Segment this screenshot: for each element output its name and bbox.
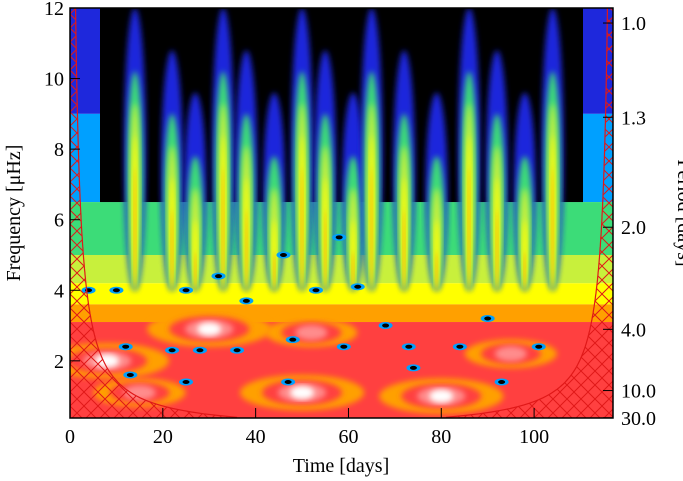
period-tick-label: 1.0 [621, 13, 646, 35]
cone-of-influence [70, 8, 613, 418]
power-band [70, 283, 613, 305]
power-finger [245, 209, 248, 291]
y-tick-label: 4 [54, 280, 64, 302]
plot-frame [69, 7, 614, 419]
local-minimum-core [405, 344, 413, 349]
local-minimum-core [279, 252, 287, 257]
power-hotspot [429, 389, 454, 403]
power-hotspot [197, 322, 222, 336]
power-finger [351, 251, 355, 291]
coi-right-edge [445, 8, 608, 418]
y-tick-label: 10 [44, 69, 64, 91]
y-tick-label: 2 [54, 351, 64, 373]
x-axis-ticks: 0 20 40 60 80 100 [65, 8, 549, 448]
local-minimum-core [284, 380, 292, 385]
period-tick-label: 1.3 [621, 107, 646, 129]
local-minimum-core [340, 344, 348, 349]
y-axis-ticks: 2 4 6 8 10 12 [44, 0, 80, 373]
local-minimum-core [289, 337, 297, 342]
y-tick-label: 12 [44, 0, 64, 20]
power-finger [523, 251, 527, 291]
period-tick-label: 30.0 [621, 408, 656, 430]
power-finger [495, 209, 499, 291]
x-tick-label: 40 [246, 426, 266, 448]
local-minimum-core [168, 348, 176, 353]
plot-area [70, 8, 613, 418]
local-minimum-core [122, 344, 130, 349]
period-axis-label: Period [days] [673, 159, 683, 266]
power-hotspot [290, 385, 315, 400]
heatmap-contours [123, 8, 564, 291]
local-minimum-core [382, 323, 390, 328]
y-tick-label: 8 [54, 139, 64, 161]
power-hotspot [494, 346, 527, 362]
power-finger [324, 209, 327, 291]
local-minimum-core [126, 372, 134, 377]
coi-right-hatch [445, 8, 613, 418]
x-tick-label: 60 [338, 426, 358, 448]
local-minimum-core [233, 348, 241, 353]
power-finger [300, 166, 304, 291]
x-tick-label: 0 [65, 426, 75, 448]
power-finger [170, 209, 174, 291]
local-minimum-core [409, 365, 417, 370]
x-axis-label: Time [days] [293, 455, 389, 477]
local-minimum-core [484, 316, 492, 321]
power-hotspot [295, 325, 328, 341]
power-band [70, 304, 613, 323]
x-tick-label: 80 [431, 426, 451, 448]
local-minimum-core [498, 380, 506, 385]
local-minimum-core [182, 288, 190, 293]
y-axis-label: Frequency [μHz] [3, 145, 25, 282]
period-axis-ticks: 1.0 1.3 2.0 4.0 10.0 30.0 [603, 13, 656, 430]
local-minimum-core [535, 344, 543, 349]
power-finger [551, 166, 554, 291]
power-finger [221, 166, 225, 291]
local-minimum-core [312, 288, 320, 293]
period-tick-label: 10.0 [621, 381, 656, 403]
local-minimum-core [335, 235, 343, 240]
local-minimum-core [354, 284, 362, 289]
power-finger [133, 166, 137, 291]
coi-left-edge [75, 8, 238, 418]
power-finger [273, 251, 276, 291]
local-minimum-core [196, 348, 204, 353]
period-tick-label: 4.0 [621, 319, 646, 341]
power-finger [402, 209, 406, 291]
y-tick-label: 6 [54, 210, 64, 232]
power-finger [435, 251, 438, 291]
power-finger [370, 166, 373, 291]
local-minimum-core [112, 288, 120, 293]
period-tick-label: 2.0 [621, 217, 646, 239]
power-finger [467, 166, 471, 291]
heatmap-hotspots [70, 233, 557, 414]
local-minimum-core [182, 380, 190, 385]
x-tick-label: 100 [519, 426, 549, 448]
x-tick-label: 20 [153, 426, 173, 448]
local-minimum-core [215, 274, 223, 279]
local-minimum-core [242, 298, 250, 303]
coi-left-hatch [70, 8, 238, 418]
power-finger [194, 251, 197, 291]
local-minimum-core [456, 344, 464, 349]
